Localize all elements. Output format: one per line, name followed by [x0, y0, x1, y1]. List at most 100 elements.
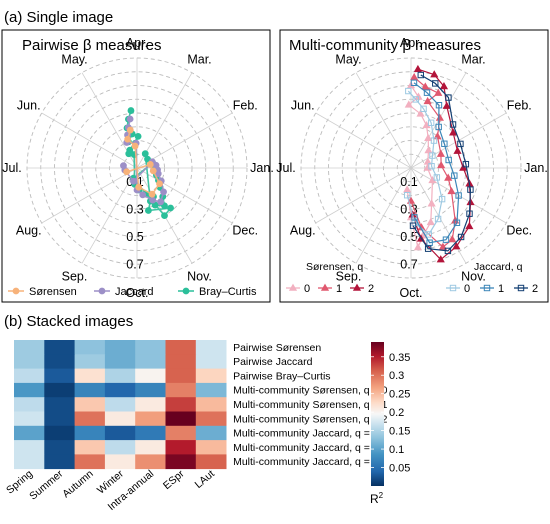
legend-sorensen-title: Sørensen, q [306, 261, 363, 273]
month-label: Jun. [17, 99, 41, 113]
data-point [438, 195, 446, 203]
radial-tick-label: 0.3 [126, 202, 143, 216]
heatmap-cell [104, 425, 136, 441]
data-point [452, 242, 461, 250]
data-point [434, 88, 443, 96]
data-point [434, 215, 442, 223]
heatmap-cell [135, 368, 166, 384]
data-point [457, 140, 464, 148]
month-label: Sep. [62, 269, 88, 283]
heatmap-cell [165, 397, 197, 412]
series-jaccard-q2 [409, 71, 474, 255]
data-point [436, 255, 445, 263]
data-point [405, 87, 412, 95]
data-point [433, 174, 441, 181]
data-point [444, 173, 453, 181]
radial-tick-label: 0.5 [400, 230, 417, 244]
legend-marker [12, 287, 20, 295]
month-label: Jun. [291, 99, 315, 113]
heatmap-cell [165, 411, 197, 427]
data-point [448, 235, 457, 243]
data-point [124, 135, 132, 143]
heatmap-cell [195, 411, 227, 427]
heatmap-cell [44, 440, 75, 455]
month-label: Apr. [126, 36, 148, 50]
data-point [430, 137, 438, 144]
data-point [410, 79, 418, 87]
heatmap-cell [195, 368, 227, 384]
month-label: Jan. [524, 161, 548, 175]
legend-marker [182, 287, 190, 295]
angular-gridline [136, 167, 233, 224]
legend-marker [320, 283, 330, 291]
data-point [416, 109, 425, 117]
data-point [420, 105, 427, 113]
data-point [442, 236, 450, 243]
legend-marker [288, 283, 298, 291]
data-point [447, 186, 456, 195]
heatmap-cell [195, 340, 227, 355]
heatmap-cell [14, 454, 45, 470]
series-s-rensen [123, 126, 163, 198]
heatmap-cell [74, 340, 106, 355]
month-label: Oct. [400, 286, 423, 300]
month-label: Sep. [336, 269, 362, 283]
data-point [465, 221, 474, 230]
data-point [157, 198, 165, 206]
data-point [455, 192, 462, 199]
heatmap-cell [195, 382, 227, 398]
month-label: Feb. [507, 99, 532, 113]
heatmap-cell [14, 382, 45, 398]
heatmap-cell [104, 454, 136, 470]
legend-marker [517, 284, 525, 292]
angular-gridline [315, 112, 412, 169]
heatmap: Pairwise Sørensen Pairwise Jaccard Pairwis… [4, 340, 388, 513]
data-point [428, 163, 435, 170]
angular-gridline [41, 167, 138, 224]
data-point [433, 131, 442, 140]
data-point [411, 214, 418, 221]
radial-tick-label: 0.5 [126, 230, 143, 244]
row-label: Multi-community Jaccard, q = 0 [233, 428, 379, 440]
data-point [436, 149, 445, 157]
heatmap-cell [104, 440, 136, 455]
heatmap-cell [74, 382, 106, 398]
legend-label: Bray–Curtis [199, 286, 257, 298]
data-point [437, 160, 446, 169]
series-jaccard-q0 [403, 87, 446, 238]
column-label: ESpr [161, 467, 187, 492]
row-label: Pairwise Jaccard [233, 356, 313, 368]
data-point [424, 146, 433, 154]
data-point [144, 207, 152, 214]
data-point [449, 128, 458, 136]
heatmap-cell [74, 440, 106, 455]
angular-gridline [355, 167, 412, 264]
colorbar-tick-label: 0.2 [389, 407, 404, 419]
colorbar-tick-label: 0.25 [389, 389, 410, 401]
heatmap-cell [195, 354, 227, 369]
legend-label: Sørensen [29, 286, 77, 298]
data-point [435, 101, 443, 109]
pairwise-title: Pairwise β measures [22, 37, 162, 54]
data-point [417, 71, 424, 79]
legend-jaccard-title: Jaccard, q [474, 261, 523, 273]
series-line [412, 68, 472, 261]
heatmap-cell [44, 411, 75, 427]
series-jaccard-q1 [410, 79, 462, 246]
radial-tick-label: 0.1 [400, 175, 417, 189]
row-label: Pairwise Sørensen [233, 342, 321, 354]
heatmap-cell [104, 382, 136, 398]
data-point [442, 101, 451, 109]
month-label: Mar. [187, 53, 211, 67]
month-label: Nov. [461, 269, 486, 283]
heatmap-cell [74, 354, 106, 369]
multi-polar: Jan. Feb. Mar. Apr. May. Jun. Jul. Aug. Sep. Oct.… [276, 36, 548, 300]
data-point [409, 222, 417, 229]
heatmap-cell [195, 454, 227, 470]
heatmap-cell [14, 340, 45, 355]
data-point [167, 204, 174, 212]
heatmap-cell [165, 382, 197, 398]
data-point [424, 133, 433, 142]
legend-label: 1 [336, 283, 342, 295]
row-label: Multi-community Jaccard, q = 1 [233, 442, 379, 454]
